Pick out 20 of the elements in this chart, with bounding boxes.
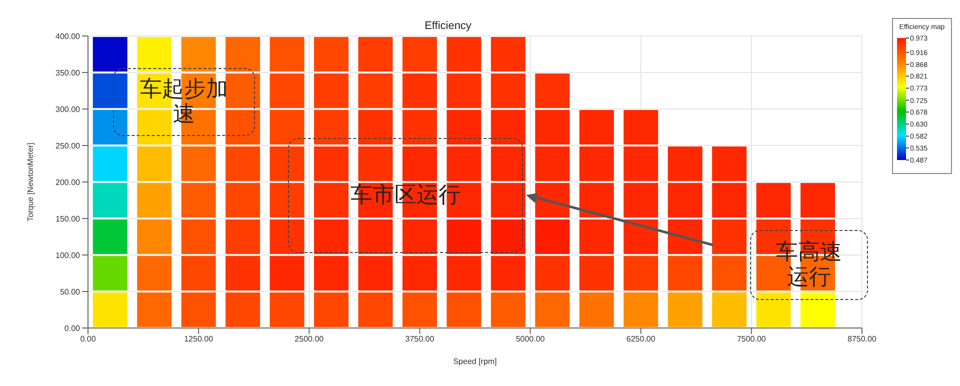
- x-tick-label: 5000.00: [516, 334, 546, 344]
- y-tick-label: 250.00: [56, 141, 81, 150]
- y-tick-label: 200.00: [56, 178, 81, 187]
- y-tick-label: 0.00: [64, 324, 81, 333]
- y-tick-label: 300.00: [56, 104, 81, 114]
- x-tick-label: 1250.00: [184, 334, 214, 344]
- y-tick-label: 400.00: [56, 32, 81, 41]
- y-tick-label: 50.00: [60, 287, 81, 296]
- y-axis-title: Torque [NewtonMeter]: [26, 142, 35, 222]
- y-tick-label: 150.00: [56, 214, 81, 224]
- y-tick-label: 100.00: [56, 250, 81, 260]
- x-tick-label: 2500.00: [294, 334, 324, 344]
- y-tick-label: 350.00: [56, 68, 81, 78]
- chart-title: Efficiency: [424, 20, 472, 32]
- x-tick-label: 7500.00: [736, 334, 766, 344]
- x-tick-label: 0.00: [80, 334, 96, 344]
- x-tick-label: 3750.00: [405, 334, 435, 344]
- x-tick-label: 6250.00: [626, 334, 656, 344]
- x-tick-label: 8750.00: [848, 334, 878, 344]
- x-axis-title: Speed [rpm]: [453, 357, 497, 366]
